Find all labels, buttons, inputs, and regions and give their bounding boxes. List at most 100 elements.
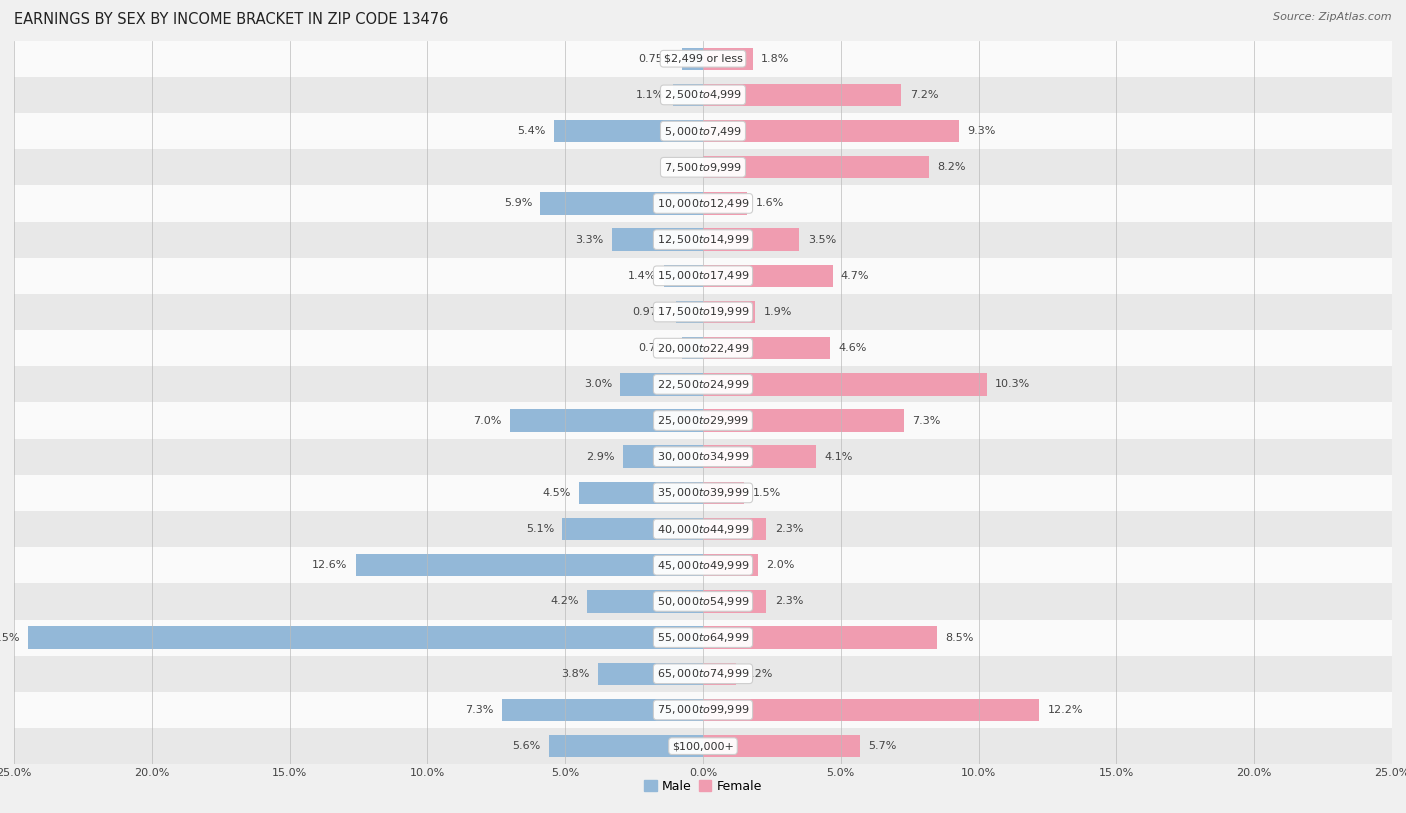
Text: $100,000+: $100,000+ — [672, 741, 734, 751]
Bar — [14, 330, 1392, 366]
Text: 12.6%: 12.6% — [312, 560, 347, 570]
Bar — [502, 698, 703, 721]
Bar — [703, 84, 901, 107]
Text: 4.5%: 4.5% — [543, 488, 571, 498]
Text: EARNINGS BY SEX BY INCOME BRACKET IN ZIP CODE 13476: EARNINGS BY SEX BY INCOME BRACKET IN ZIP… — [14, 12, 449, 27]
Text: 1.8%: 1.8% — [761, 54, 789, 63]
Bar — [665, 264, 703, 287]
Bar — [703, 626, 938, 649]
Text: 1.1%: 1.1% — [636, 90, 665, 100]
Bar — [703, 373, 987, 396]
Bar — [703, 735, 860, 758]
Bar — [14, 221, 1392, 258]
Text: $55,000 to $64,999: $55,000 to $64,999 — [657, 631, 749, 644]
Text: 2.3%: 2.3% — [775, 524, 803, 534]
Bar — [612, 228, 703, 251]
Bar — [588, 590, 703, 613]
Bar — [510, 409, 703, 432]
Bar — [703, 47, 752, 70]
Bar — [554, 120, 703, 142]
Text: 7.3%: 7.3% — [465, 705, 494, 715]
Text: 5.6%: 5.6% — [512, 741, 540, 751]
Bar — [579, 481, 703, 504]
Text: 1.9%: 1.9% — [763, 307, 792, 317]
Text: $5,000 to $7,499: $5,000 to $7,499 — [664, 124, 742, 137]
Bar — [599, 663, 703, 685]
Bar — [14, 620, 1392, 655]
Text: 5.1%: 5.1% — [526, 524, 554, 534]
Bar — [14, 41, 1392, 76]
Text: 2.9%: 2.9% — [586, 452, 614, 462]
Text: 3.5%: 3.5% — [807, 235, 837, 245]
Bar — [623, 446, 703, 468]
Text: $75,000 to $99,999: $75,000 to $99,999 — [657, 703, 749, 716]
Text: 2.3%: 2.3% — [775, 597, 803, 606]
Text: 3.0%: 3.0% — [583, 380, 612, 389]
Text: $30,000 to $34,999: $30,000 to $34,999 — [657, 450, 749, 463]
Legend: Male, Female: Male, Female — [640, 775, 766, 798]
Text: 7.3%: 7.3% — [912, 415, 941, 425]
Bar — [703, 518, 766, 541]
Text: 9.3%: 9.3% — [967, 126, 995, 136]
Text: $25,000 to $29,999: $25,000 to $29,999 — [657, 414, 749, 427]
Text: Source: ZipAtlas.com: Source: ZipAtlas.com — [1274, 12, 1392, 22]
Text: 0.75%: 0.75% — [638, 54, 673, 63]
Bar — [14, 185, 1392, 221]
Text: 24.5%: 24.5% — [0, 633, 20, 642]
Bar — [28, 626, 703, 649]
Text: 2.0%: 2.0% — [766, 560, 794, 570]
Text: $17,500 to $19,999: $17,500 to $19,999 — [657, 306, 749, 319]
Bar — [14, 547, 1392, 583]
Text: 8.2%: 8.2% — [938, 163, 966, 172]
Bar — [14, 149, 1392, 185]
Text: $2,500 to $4,999: $2,500 to $4,999 — [664, 89, 742, 102]
Text: $40,000 to $44,999: $40,000 to $44,999 — [657, 523, 749, 536]
Bar — [682, 337, 703, 359]
Text: 1.5%: 1.5% — [752, 488, 780, 498]
Text: 1.4%: 1.4% — [627, 271, 657, 280]
Bar — [14, 583, 1392, 620]
Text: 0.0%: 0.0% — [666, 163, 695, 172]
Text: $15,000 to $17,499: $15,000 to $17,499 — [657, 269, 749, 282]
Text: $35,000 to $39,999: $35,000 to $39,999 — [657, 486, 749, 499]
Bar — [703, 156, 929, 179]
Text: 7.0%: 7.0% — [474, 415, 502, 425]
Text: 4.6%: 4.6% — [838, 343, 866, 353]
Text: 12.2%: 12.2% — [1047, 705, 1083, 715]
Bar — [703, 264, 832, 287]
Bar — [14, 293, 1392, 330]
Text: 7.2%: 7.2% — [910, 90, 938, 100]
Text: $10,000 to $12,499: $10,000 to $12,499 — [657, 197, 749, 210]
Text: $12,500 to $14,999: $12,500 to $14,999 — [657, 233, 749, 246]
Text: 3.3%: 3.3% — [575, 235, 603, 245]
Text: 4.1%: 4.1% — [824, 452, 852, 462]
Bar — [14, 258, 1392, 293]
Text: $50,000 to $54,999: $50,000 to $54,999 — [657, 595, 749, 608]
Text: $20,000 to $22,499: $20,000 to $22,499 — [657, 341, 749, 354]
Bar — [14, 438, 1392, 475]
Bar — [703, 446, 815, 468]
Text: 4.7%: 4.7% — [841, 271, 869, 280]
Bar — [14, 511, 1392, 547]
Bar — [703, 120, 959, 142]
Bar — [703, 663, 737, 685]
Bar — [14, 655, 1392, 692]
Bar — [14, 475, 1392, 511]
Text: 0.75%: 0.75% — [638, 343, 673, 353]
Bar — [620, 373, 703, 396]
Bar — [14, 692, 1392, 728]
Text: 8.5%: 8.5% — [945, 633, 974, 642]
Bar — [703, 228, 800, 251]
Bar — [14, 402, 1392, 438]
Bar — [548, 735, 703, 758]
Text: 5.4%: 5.4% — [517, 126, 546, 136]
Bar — [703, 301, 755, 324]
Bar — [14, 76, 1392, 113]
Bar — [682, 47, 703, 70]
Text: 1.6%: 1.6% — [755, 198, 783, 208]
Bar — [14, 113, 1392, 149]
Bar — [672, 84, 703, 107]
Bar — [703, 481, 744, 504]
Text: 4.2%: 4.2% — [551, 597, 579, 606]
Text: $2,499 or less: $2,499 or less — [664, 54, 742, 63]
